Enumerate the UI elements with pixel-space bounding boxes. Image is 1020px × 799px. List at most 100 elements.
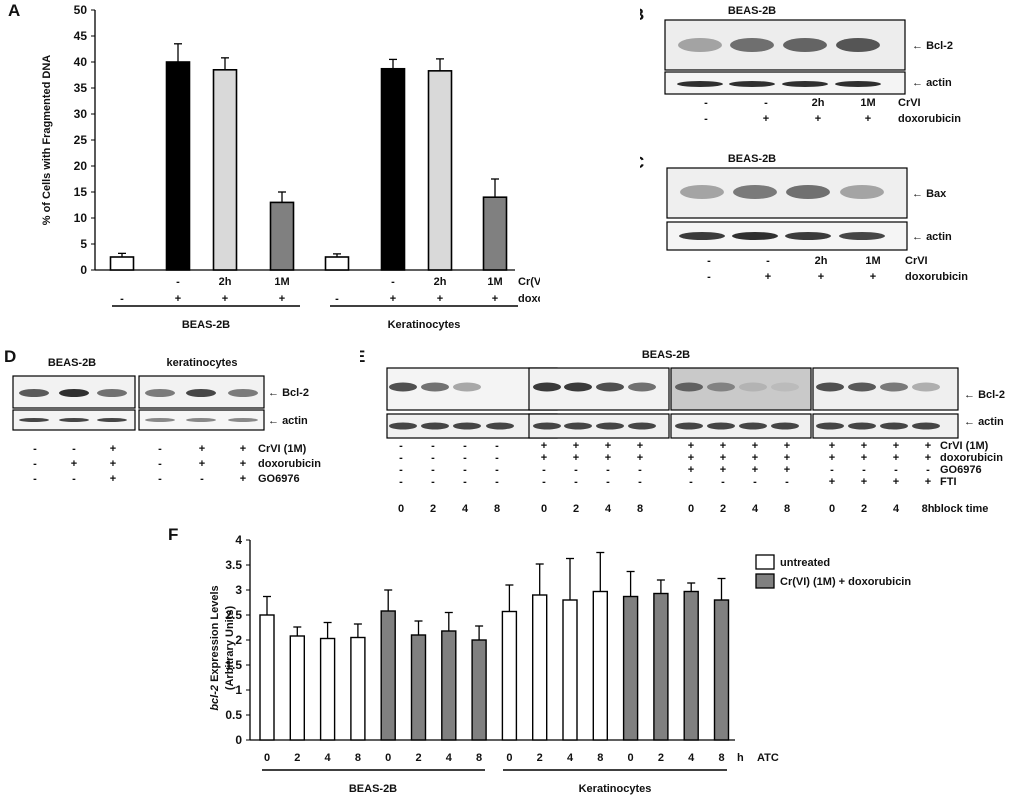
panel-d-row-label-2: GO6976 <box>258 473 300 485</box>
b-condition-cell: - <box>704 97 708 109</box>
e-actin-band <box>816 422 844 430</box>
b-bcl2-band <box>678 38 722 52</box>
e-condition-cell: + <box>752 464 758 476</box>
panel-b-bcl2-bands <box>678 38 880 52</box>
panel-d-band-label-actin: ← actin <box>268 415 308 427</box>
f-y-tick-label: 3.5 <box>225 558 242 572</box>
d-condition-cell: + <box>110 458 116 470</box>
e-condition-cell: - <box>399 452 403 464</box>
e-bcl2-band <box>848 382 876 392</box>
a-bar <box>269 201 295 271</box>
panel-e-condition-rows: - - - - + + + + + + + + + + + +- - - - + + + + + + + + + + + +- - - - - - - -… <box>398 440 935 515</box>
panel-b-letter: B <box>640 5 644 24</box>
panel-c-bax-bands <box>680 185 884 199</box>
a-bar <box>380 67 406 271</box>
c-condition-cell: - <box>707 255 711 267</box>
f-x-tick-label: 4 <box>325 752 332 764</box>
e-actin-band <box>533 422 561 430</box>
f-bar <box>259 614 275 741</box>
c-condition-cell: + <box>870 271 876 283</box>
b-actin-band <box>835 81 881 87</box>
panel-a-condition-rows: - 2h 1M - 2h 1M - + + + - + + + <box>120 276 502 305</box>
panel-d-western-blot: D BEAS-2B keratinocytes ← Bcl-2 ← actin … <box>4 347 321 485</box>
c-actin-band <box>839 232 885 240</box>
e-condition-cell: - <box>399 440 403 452</box>
e-actin-band <box>848 422 876 430</box>
c-bax-band <box>680 185 724 199</box>
e-condition-cell: + <box>573 452 579 464</box>
panel-f-chart: F bcl-2 Expression Levels (Arbitrary Uni… <box>168 525 911 795</box>
e-condition-cell: - <box>463 464 467 476</box>
a-y-tick-label: 15 <box>74 185 88 199</box>
e-actin-band <box>880 422 908 430</box>
e-actin-band <box>707 422 735 430</box>
c-condition-cell: + <box>765 271 771 283</box>
a-crvi-cell: - <box>176 276 180 288</box>
e-condition-cell: - <box>399 464 403 476</box>
e-condition-cell: 4 <box>893 503 900 515</box>
e-condition-cell: + <box>720 440 726 452</box>
f-bar <box>501 610 518 741</box>
e-bcl2-band <box>880 382 908 392</box>
a-dox-cell: + <box>222 293 228 305</box>
b-bcl2-band <box>783 38 827 52</box>
panel-f-ylabel: bcl-2 Expression Levels <box>209 585 221 710</box>
f-x-tick-label: 2 <box>415 752 421 764</box>
f-bar <box>319 637 336 741</box>
b-bcl2-band <box>836 38 880 52</box>
e-condition-cell: 2 <box>861 503 867 515</box>
e-condition-cell: + <box>861 440 867 452</box>
e-actin-band <box>564 422 592 430</box>
panel-d-bands <box>19 389 258 422</box>
b-condition-cell: 2h <box>812 97 825 109</box>
e-condition-cell: + <box>893 476 899 488</box>
f-bar <box>592 590 608 741</box>
a-crvi-cell: 1M <box>274 276 289 288</box>
f-x-tick-label: 2 <box>658 752 664 764</box>
f-x-tick-label: 4 <box>446 752 453 764</box>
f-bar <box>622 595 639 741</box>
e-condition-cell: + <box>784 452 790 464</box>
d-condition-cell: + <box>110 473 116 485</box>
f-bar <box>289 635 305 741</box>
panel-d-title-2: keratinocytes <box>167 357 238 369</box>
e-condition-cell: - <box>574 464 578 476</box>
d-actin-band <box>59 418 89 422</box>
e-condition-cell: - <box>431 464 435 476</box>
e-condition-cell: 4 <box>605 503 612 515</box>
f-x-tick-label: 2 <box>537 752 543 764</box>
a-y-tick-label: 35 <box>74 81 88 95</box>
panel-c-band-label-actin: ← actin <box>912 231 952 243</box>
d-bcl2-band <box>97 389 127 397</box>
panel-a-row-label-crvi: Cr(VI) <box>518 276 540 288</box>
e-condition-cell: - <box>862 464 866 476</box>
f-y-tick-label: 0.5 <box>225 708 242 722</box>
e-condition-cell: + <box>752 440 758 452</box>
c-actin-band <box>732 232 778 240</box>
f-x-tick-label: 8 <box>355 752 361 764</box>
e-bcl2-band <box>739 382 767 392</box>
f-x-tick-label: 0 <box>628 752 634 764</box>
e-condition-cell: + <box>637 452 643 464</box>
e-actin-band <box>675 422 703 430</box>
a-dox-cell: + <box>175 293 181 305</box>
panel-b-condition-rows: - - 2h 1M - + + + <box>704 97 875 125</box>
e-condition-cell: - <box>721 476 725 488</box>
b-condition-cell: + <box>815 113 821 125</box>
e-condition-cell: - <box>431 440 435 452</box>
e-bcl2-band <box>564 382 592 392</box>
b-condition-cell: + <box>865 113 871 125</box>
e-condition-cell: 4 <box>462 503 469 515</box>
d-bcl2-band <box>145 389 175 397</box>
e-condition-cell: + <box>605 452 611 464</box>
panel-f-group-label-2: Keratinocytes <box>579 783 652 795</box>
panel-a-ylabel: % of Cells with Fragmented DNA <box>41 55 53 226</box>
b-actin-band <box>677 81 723 87</box>
f-x-tick-label: 0 <box>506 752 512 764</box>
e-bcl2-band <box>421 382 449 392</box>
d-condition-cell: + <box>240 443 246 455</box>
e-bcl2-band <box>628 382 656 392</box>
f-bar <box>380 610 396 741</box>
e-condition-cell: + <box>893 440 899 452</box>
